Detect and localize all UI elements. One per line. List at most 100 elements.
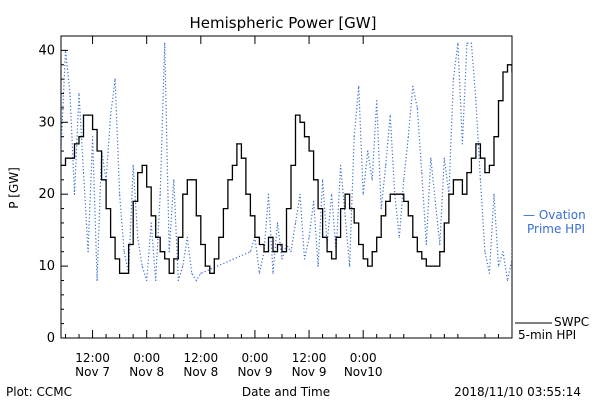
ovation-hpi-point bbox=[186, 236, 188, 238]
ovation-hpi-point bbox=[371, 179, 373, 181]
ovation-hpi-point bbox=[389, 114, 391, 116]
swpc-hpi-point bbox=[308, 150, 310, 152]
x-tick-date-label: Nov 8 bbox=[129, 365, 164, 379]
ovation-hpi-point bbox=[331, 193, 333, 195]
x-tick-date-label: Nov 9 bbox=[292, 365, 327, 379]
ovation-hpi-point bbox=[457, 42, 459, 44]
swpc-hpi-point bbox=[520, 165, 521, 166]
swpc-hpi-point bbox=[407, 215, 409, 217]
swpc-hpi-point bbox=[218, 236, 220, 238]
y-tick-label: 30 bbox=[38, 115, 55, 130]
swpc-hpi-point bbox=[146, 186, 148, 188]
swpc-hpi-point bbox=[353, 222, 355, 224]
ovation-hpi-point bbox=[146, 279, 148, 282]
swpc-hpi-point bbox=[195, 215, 197, 217]
swpc-hpi-point bbox=[461, 193, 463, 195]
swpc-hpi-point bbox=[272, 251, 274, 253]
ovation-hpi-point bbox=[466, 42, 468, 44]
swpc-hpi-point bbox=[502, 71, 504, 73]
ovation-hpi-point bbox=[137, 236, 139, 238]
ovation-hpi-point bbox=[69, 92, 71, 95]
swpc-hpi-point bbox=[484, 172, 486, 174]
ovation-hpi-point bbox=[114, 78, 116, 80]
ovation-hpi-point bbox=[249, 251, 251, 253]
x-tick-time-label: 12:00 bbox=[75, 351, 110, 365]
ovation-hpi-point bbox=[367, 150, 369, 152]
swpc-hpi-point bbox=[186, 179, 188, 181]
swpc-hpi-point bbox=[245, 193, 247, 195]
ovation-hpi-point bbox=[362, 193, 364, 195]
swpc-hpi-point bbox=[87, 114, 89, 116]
swpc-hpi-point bbox=[164, 258, 166, 260]
ovation-hpi-point bbox=[475, 100, 477, 102]
ovation-hpi-point bbox=[353, 136, 355, 138]
swpc-hpi-point bbox=[506, 64, 509, 66]
ovation-hpi-point bbox=[434, 200, 436, 202]
legend-ovation-line1: — Ovation bbox=[523, 208, 586, 222]
ovation-hpi-point bbox=[452, 78, 454, 80]
swpc-hpi-point bbox=[475, 143, 477, 145]
swpc-hpi-point bbox=[539, 266, 540, 267]
ovation-hpi-point bbox=[484, 251, 486, 253]
swpc-hpi-point bbox=[137, 172, 139, 174]
ovation-hpi-point bbox=[272, 272, 274, 274]
swpc-hpi-point bbox=[443, 222, 445, 224]
x-tick-date-label: Nov10 bbox=[344, 365, 383, 379]
swpc-hpi-point bbox=[340, 208, 342, 210]
x-tick-time-label: 12:00 bbox=[292, 351, 327, 365]
swpc-hpi-point bbox=[470, 157, 472, 159]
ovation-hpi-point bbox=[191, 272, 193, 274]
ovation-hpi-point bbox=[313, 200, 315, 202]
swpc-hpi-point bbox=[150, 215, 152, 217]
ovation-hpi-point bbox=[150, 222, 152, 224]
swpc-hpi-point bbox=[439, 251, 441, 253]
swpc-hpi-point bbox=[64, 157, 67, 159]
ovation-hpi-point bbox=[177, 279, 179, 282]
swpc-hpi-point bbox=[141, 164, 143, 166]
x-tick-date-label: Nov 7 bbox=[75, 365, 110, 379]
ovation-hpi-point bbox=[73, 193, 76, 195]
ovation-hpi-point bbox=[358, 85, 360, 87]
swpc-hpi-point bbox=[493, 136, 495, 138]
swpc-hpi-point bbox=[362, 258, 364, 260]
swpc-hpi-point bbox=[222, 208, 224, 210]
ovation-hpi-point bbox=[470, 42, 472, 44]
swpc-hpi-point bbox=[236, 143, 238, 145]
swpc-hpi-point bbox=[285, 208, 288, 210]
swpc-hpi-point bbox=[488, 164, 490, 166]
ovation-hpi-point bbox=[155, 279, 157, 282]
ovation-hpi-point bbox=[385, 164, 387, 166]
swpc-hpi-point bbox=[416, 251, 418, 253]
swpc-hpi-point bbox=[376, 236, 378, 238]
swpc-hpi-point bbox=[168, 272, 170, 274]
ovation-hpi-point bbox=[511, 258, 512, 260]
x-tick-time-label: 12:00 bbox=[184, 351, 219, 365]
ovation-hpi-point bbox=[182, 265, 184, 267]
ovation-hpi-point bbox=[497, 265, 500, 267]
ovation-hpi-point bbox=[502, 251, 504, 253]
ovation-hpi-point bbox=[349, 265, 351, 267]
swpc-hpi-point bbox=[276, 243, 279, 246]
swpc-hpi-point bbox=[358, 243, 360, 246]
y-tick-label: 40 bbox=[38, 43, 55, 58]
swpc-hpi-point bbox=[479, 157, 481, 159]
ovation-hpi-point bbox=[407, 136, 409, 138]
ovation-hpi-point bbox=[403, 179, 405, 181]
swpc-hpi-point bbox=[497, 100, 500, 102]
swpc-hpi-point bbox=[96, 150, 98, 152]
plot-frame bbox=[60, 35, 513, 339]
ovation-hpi-point bbox=[376, 100, 378, 102]
swpc-hpi-point bbox=[258, 243, 260, 246]
swpc-hpi-point bbox=[209, 272, 211, 274]
swpc-hpi-point bbox=[132, 200, 134, 202]
ovation-hpi-point bbox=[443, 157, 445, 159]
ovation-hpi-point bbox=[488, 272, 490, 274]
swpc-hpi-point bbox=[159, 251, 161, 253]
ovation-hpi-point bbox=[425, 243, 427, 246]
ovation-hpi-point bbox=[516, 43, 517, 44]
swpc-hpi-point bbox=[543, 266, 544, 267]
swpc-hpi-point bbox=[389, 193, 391, 195]
ovation-hpi-point bbox=[78, 92, 80, 95]
ovation-hpi-series bbox=[61, 42, 517, 282]
